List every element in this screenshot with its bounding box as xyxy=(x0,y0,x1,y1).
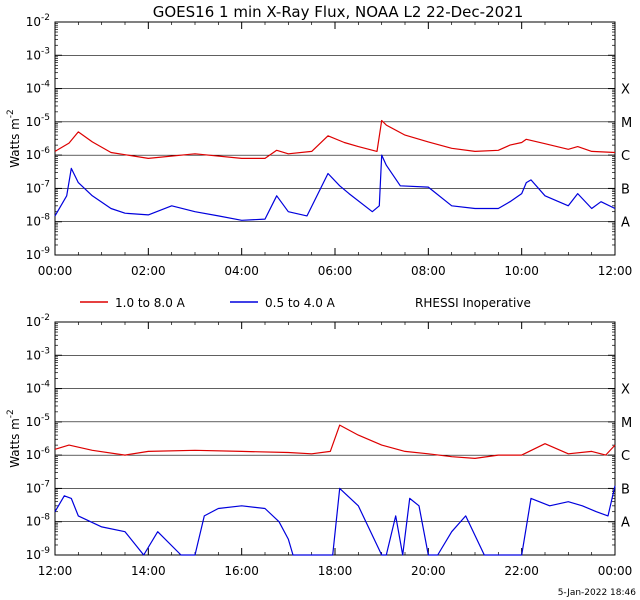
y-tick-label: 10-2 xyxy=(26,13,50,29)
y-tick-label: 10-8 xyxy=(26,213,51,229)
x-tick-label: 10:00 xyxy=(504,264,539,278)
legend: 1.0 to 8.0 A 0.5 to 4.0 A RHESSI Inopera… xyxy=(80,296,531,310)
y-tick-label: 10-7 xyxy=(26,179,50,195)
x-tick-label: 00:00 xyxy=(598,564,633,578)
x-tick-label: 16:00 xyxy=(224,564,259,578)
legend-note: RHESSI Inoperative xyxy=(415,296,531,310)
x-tick-label: 02:00 xyxy=(131,264,166,278)
series-line xyxy=(54,485,616,556)
upper-panel: 10-2 10-3 10-4 10-5 10-6 10-7 10-8 10-9 00:00 02:… xyxy=(6,13,632,278)
x-tick-label: 12:00 xyxy=(598,264,633,278)
y-tick-label: 10-9 xyxy=(26,246,51,262)
y-axis-label: Watts m-2 xyxy=(6,409,22,468)
x-tick-label: 12:00 xyxy=(38,564,73,578)
y-tick-label: 10-4 xyxy=(26,80,51,96)
series-line xyxy=(54,424,616,459)
y-tick-label: 10-7 xyxy=(26,479,50,495)
y-tick-label: 10-3 xyxy=(26,46,50,62)
flare-class-label: B xyxy=(621,482,630,497)
flare-class-label: B xyxy=(621,182,630,197)
flare-class-label: M xyxy=(621,416,632,431)
flare-class-label: X xyxy=(621,83,630,98)
flare-class-label: C xyxy=(621,149,630,164)
flare-class-label: M xyxy=(621,116,632,131)
y-axis-label: Watts m-2 xyxy=(6,109,22,168)
flare-class-label: X xyxy=(621,383,630,398)
flare-class-label: C xyxy=(621,449,630,464)
y-tick-label: 10-4 xyxy=(26,380,51,396)
y-tick-label: 10-6 xyxy=(26,146,51,162)
y-tick-label: 10-8 xyxy=(26,513,51,529)
y-tick-label: 10-5 xyxy=(26,113,50,129)
legend-short-label: 0.5 to 4.0 A xyxy=(265,296,336,310)
y-tick-label: 10-2 xyxy=(26,313,50,329)
legend-long-label: 1.0 to 8.0 A xyxy=(115,296,186,310)
x-tick-label: 06:00 xyxy=(318,264,353,278)
flare-class-label: A xyxy=(621,516,630,531)
lower-panel: 10-2 10-3 10-4 10-5 10-6 10-7 10-8 10-9 12:00 14:… xyxy=(6,313,632,578)
y-tick-label: 10-9 xyxy=(26,546,51,562)
chart-title: GOES16 1 min X-Ray Flux, NOAA L2 22-Dec-… xyxy=(153,3,524,21)
x-tick-label: 18:00 xyxy=(318,564,353,578)
x-tick-label: 08:00 xyxy=(411,264,446,278)
y-tick-label: 10-3 xyxy=(26,346,50,362)
y-tick-label: 10-6 xyxy=(26,446,51,462)
flare-class-label: A xyxy=(621,216,630,231)
y-tick-label: 10-5 xyxy=(26,413,50,429)
x-tick-label: 00:00 xyxy=(38,264,73,278)
series-line xyxy=(54,119,616,159)
x-tick-label: 22:00 xyxy=(504,564,539,578)
x-tick-label: 14:00 xyxy=(131,564,166,578)
x-tick-label: 20:00 xyxy=(411,564,446,578)
x-tick-label: 04:00 xyxy=(224,264,259,278)
series-line xyxy=(54,154,616,221)
footer-timestamp: 5-Jan-2022 18:46 xyxy=(558,588,637,598)
